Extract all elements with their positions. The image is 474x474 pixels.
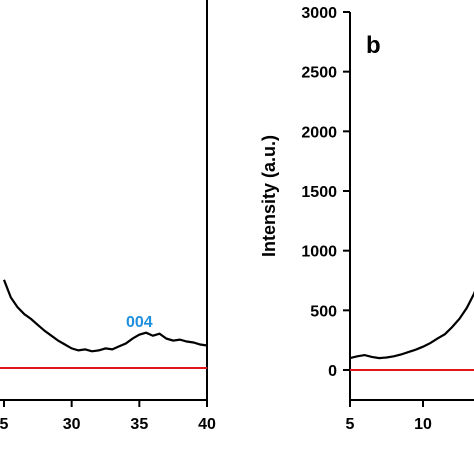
panel-a-x-tick-label: 5 [0,416,9,433]
panel-b-y-tick-label: 1000 [301,244,337,261]
panel-b-trace [349,290,474,360]
panel-b-y-ticks: 0 500 1000 1500 2000 2500 3000 [301,5,350,380]
panel-b-y-tick-label: 0 [328,363,337,380]
panel-b-y-tick-label: 500 [310,303,337,320]
panel-b-y-axis-title: Intensity (a.u.) [259,135,279,257]
panel-b-x-tick-label: 10 [414,416,432,433]
panel-a-annotation-004: 004 [126,314,153,331]
panel-b: 0 500 1000 1500 2000 2500 3000 5 10 b Intensity… [259,5,474,433]
panel-a-x-tick-label: 30 [63,416,81,433]
panel-b-y-tick-label: 2500 [301,65,337,82]
panel-b-letter: b [366,32,381,59]
panel-a-x-tick-label: 35 [130,416,148,433]
panel-b-y-tick-label: 2000 [301,124,337,141]
panel-b-x-ticks: 5 10 [346,400,432,433]
panel-b-x-tick-label: 5 [346,416,355,433]
panel-b-y-tick-label: 1500 [301,184,337,201]
panel-a-trace [2,279,208,353]
panel-a: 5 30 35 40 004 [0,0,216,433]
panel-a-x-tick-label: 40 [198,416,216,433]
panel-b-y-tick-label: 3000 [301,5,337,22]
panel-a-x-ticks: 5 30 35 40 [0,400,216,433]
